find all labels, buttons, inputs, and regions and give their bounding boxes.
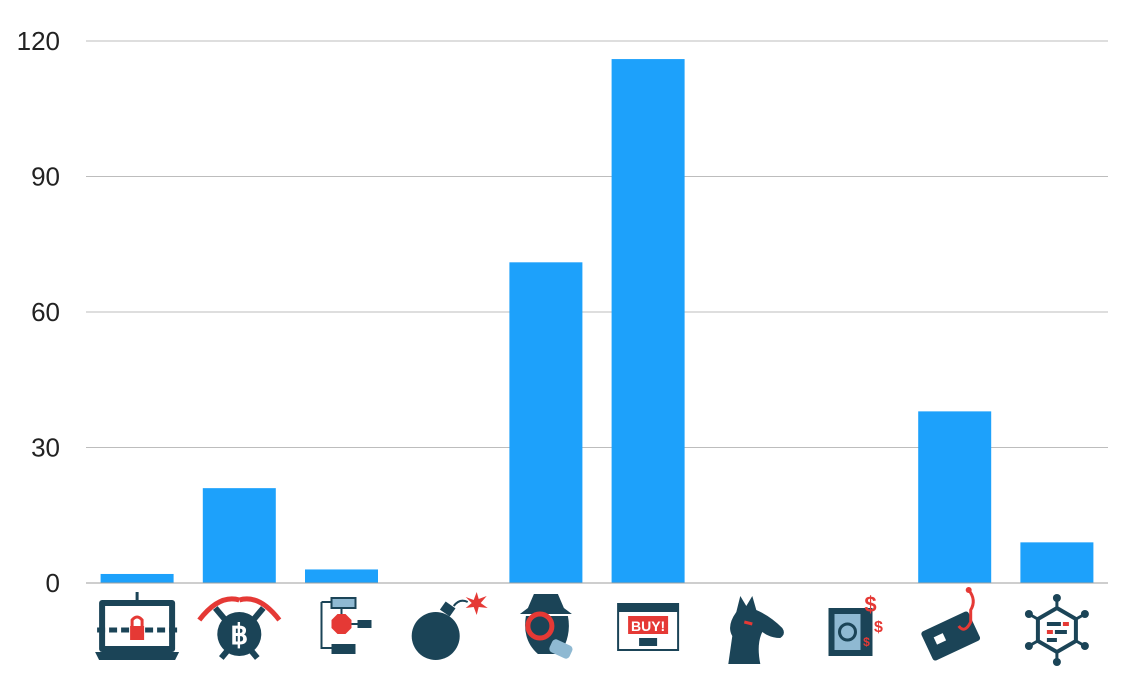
bar [509, 262, 583, 583]
y-tick-label: 30 [31, 433, 60, 463]
flowchart-stop-icon [320, 597, 372, 654]
trojan-horse-icon [728, 596, 784, 664]
bar [202, 488, 276, 583]
money-safe-icon: $ $ $ [828, 592, 883, 656]
bar [1020, 542, 1094, 583]
y-tick-label: 60 [31, 297, 60, 327]
bar [918, 411, 992, 583]
svg-text:฿: ฿ [230, 619, 248, 650]
bar [100, 573, 174, 583]
bomb-icon [411, 592, 488, 660]
svg-text:$: $ [863, 635, 870, 649]
virus-chip-icon [1024, 594, 1089, 666]
y-tick-label: 90 [31, 162, 60, 192]
phishing-card-icon [921, 587, 981, 661]
category-icons: ฿ BUY! $ $ $ [95, 587, 1089, 666]
y-tick-label: 120 [17, 26, 60, 56]
svg-text:$: $ [864, 592, 876, 617]
svg-text:$: $ [874, 619, 883, 636]
bitcoin-mining-icon: ฿ [197, 596, 282, 660]
buy-popup-adware-icon: BUY! [617, 603, 680, 651]
ransomware-laptop-icon [95, 592, 180, 660]
bar [611, 59, 685, 584]
svg-text:BUY!: BUY! [631, 618, 665, 634]
bars [100, 59, 1094, 584]
y-axis-ticks: 0 30 60 90 120 [17, 26, 60, 598]
grid-lines [86, 40, 1108, 448]
spy-hacker-icon [519, 594, 573, 659]
y-tick-label: 0 [46, 568, 60, 598]
bar [305, 569, 378, 583]
